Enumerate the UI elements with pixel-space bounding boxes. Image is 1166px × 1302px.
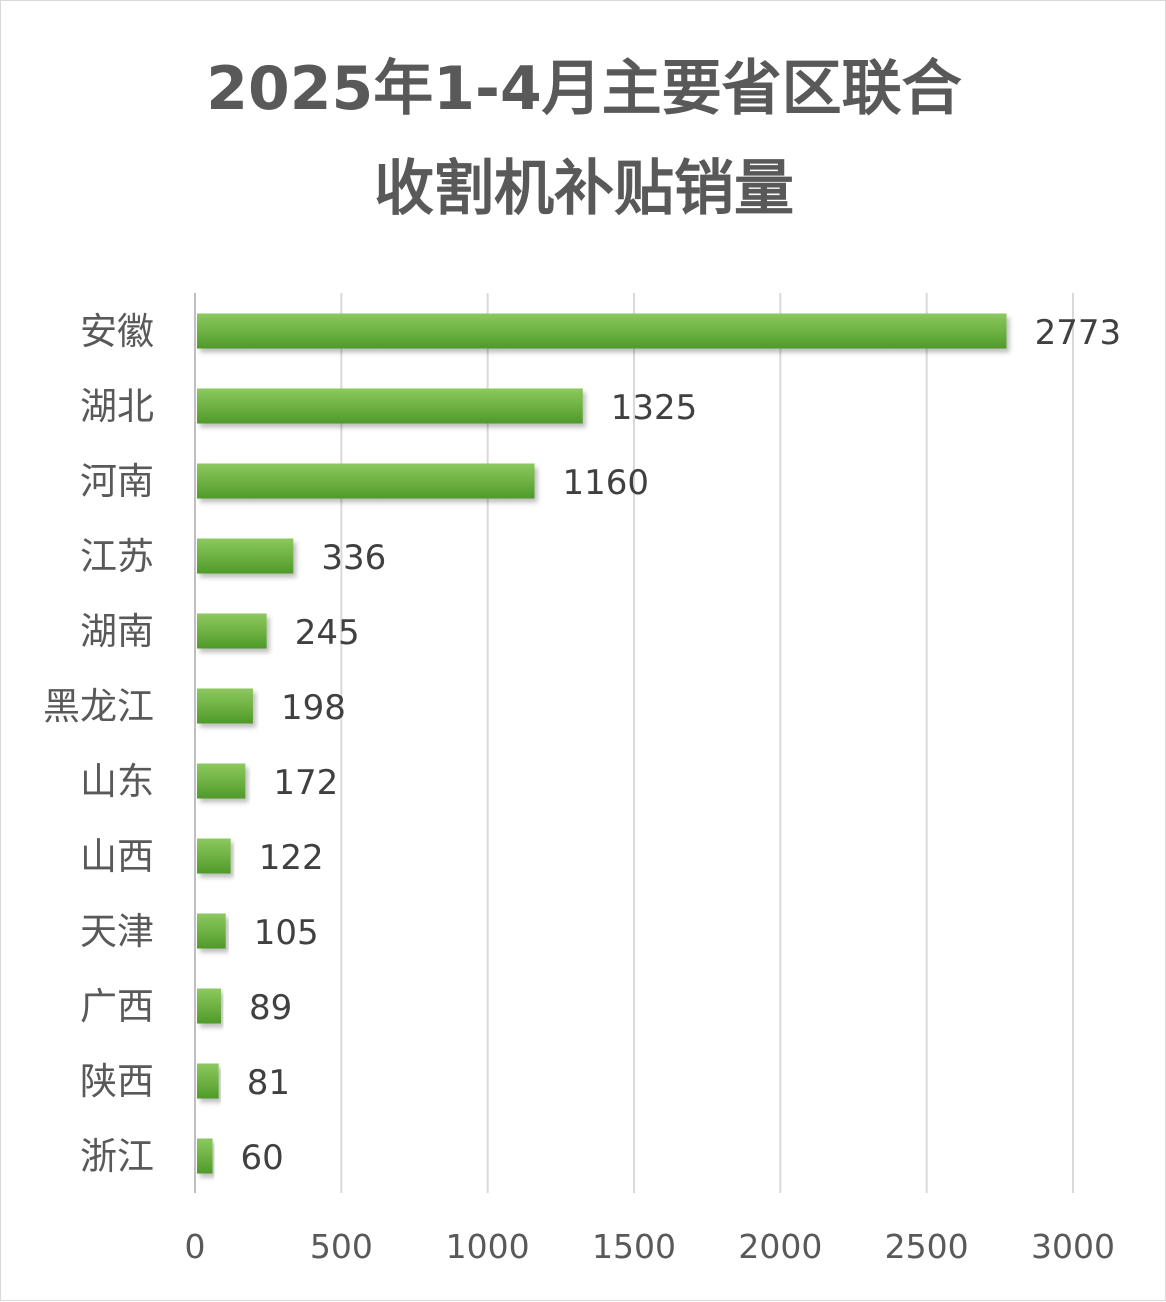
value-label: 81: [247, 1063, 290, 1103]
value-label: 1325: [611, 388, 698, 428]
x-tick-label: 1500: [592, 1227, 676, 1266]
category-label: 山东: [80, 760, 154, 803]
value-label: 245: [295, 613, 360, 653]
category-label: 安徽: [80, 310, 154, 353]
bar: [197, 913, 226, 949]
value-label: 89: [249, 988, 292, 1028]
bar: [197, 988, 222, 1024]
bar: [197, 613, 267, 649]
value-label: 336: [321, 538, 386, 578]
category-label: 黑龙江: [43, 685, 154, 728]
x-axis-tick-labels: 0 500 1000 1500 2000 2500 3000: [185, 1227, 1115, 1266]
category-label: 天津: [80, 910, 154, 953]
value-label: 172: [273, 763, 338, 803]
x-tick-label: 500: [310, 1227, 373, 1266]
value-label: 1160: [562, 463, 649, 503]
category-label: 浙江: [80, 1135, 154, 1178]
bars: [197, 313, 1007, 1174]
bar: [197, 1138, 213, 1174]
category-label: 湖北: [80, 385, 154, 428]
category-label: 山西: [80, 835, 154, 878]
category-label: 广西: [80, 985, 154, 1028]
value-labels: 2773 1325 1160 336 245 198 172 122 105 89 81 60: [241, 313, 1122, 1178]
bar: [197, 1063, 219, 1099]
bar: [197, 763, 246, 799]
chart-title-line-2: 收割机补贴销量: [374, 154, 794, 224]
chart-title-line-1: 2025年1-4月主要省区联合: [206, 54, 961, 124]
x-tick-label: 3000: [1031, 1227, 1115, 1266]
bar: [197, 463, 535, 499]
value-label: 105: [254, 913, 319, 953]
category-label: 湖南: [80, 610, 154, 653]
chart-title: 2025年1-4月主要省区联合 收割机补贴销量: [206, 54, 961, 224]
x-tick-label: 0: [185, 1227, 206, 1266]
category-label: 河南: [80, 460, 154, 503]
value-label: 2773: [1035, 313, 1122, 353]
value-label: 122: [259, 838, 324, 878]
bar: [197, 838, 231, 874]
value-label: 198: [281, 688, 346, 728]
bar: [197, 313, 1007, 349]
category-label: 陕西: [80, 1060, 154, 1103]
bar: [197, 688, 253, 724]
bar: [197, 388, 583, 424]
category-label: 江苏: [80, 535, 154, 578]
x-tick-label: 2000: [738, 1227, 822, 1266]
x-tick-label: 1000: [446, 1227, 530, 1266]
x-tick-label: 2500: [885, 1227, 969, 1266]
bar: [197, 538, 294, 574]
gridlines: [194, 293, 1074, 1193]
value-label: 60: [241, 1138, 284, 1178]
